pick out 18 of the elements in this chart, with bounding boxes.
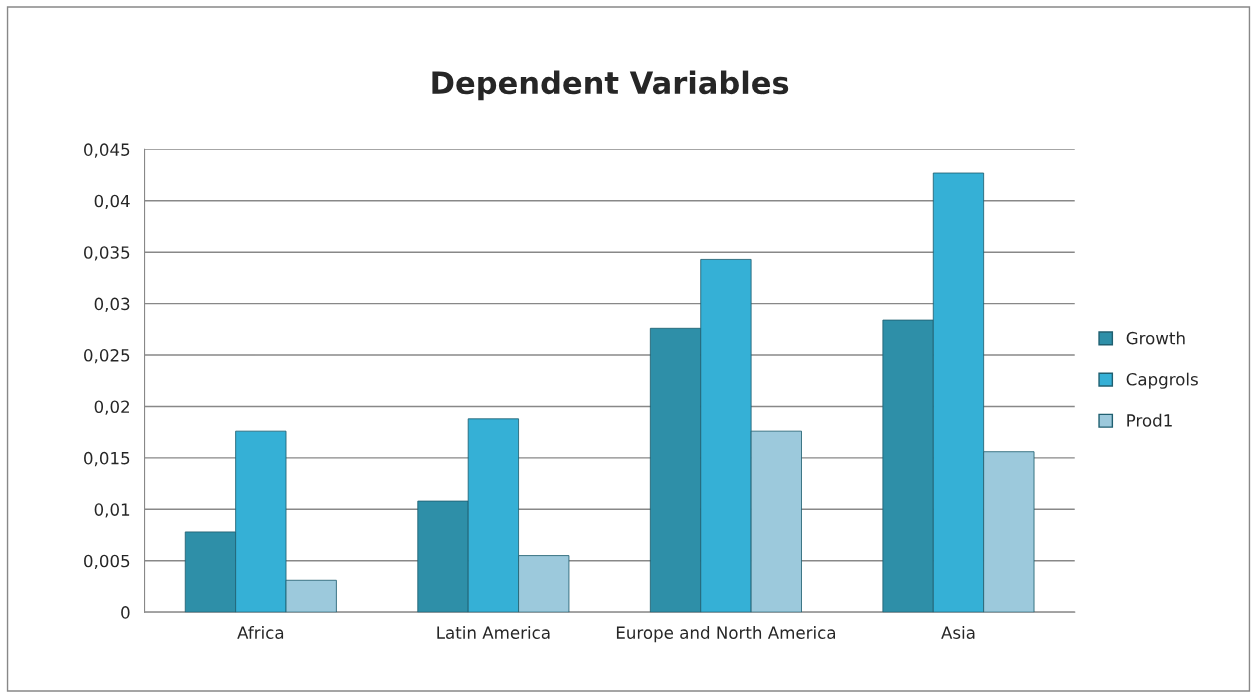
legend-label: Prod1 — [1127, 413, 1172, 427]
y-tick-label: 0,045 — [84, 143, 130, 158]
y-tick-label: 0,035 — [84, 246, 130, 261]
x-tick-label: Africa — [237, 626, 284, 639]
chart-title: Dependent Variables — [432, 70, 789, 101]
y-tick-label: 0,01 — [94, 503, 130, 518]
legend-label: Growth — [1126, 331, 1185, 345]
legend-label: Capgrols — [1126, 372, 1198, 389]
y-tick-label: 0,02 — [94, 400, 129, 415]
x-tick-label: Latin America — [437, 626, 550, 639]
y-tick-label: 0 — [121, 606, 130, 619]
y-tick-label: 0,005 — [84, 554, 130, 569]
x-tick-label: Asia — [941, 626, 975, 639]
y-tick-label: 0,015 — [84, 451, 130, 467]
y-tick-label: 0,025 — [84, 349, 130, 364]
y-tick-label: 0,04 — [94, 194, 130, 210]
y-tick-label: 0,03 — [94, 297, 130, 312]
x-tick-label: Europe and North America — [616, 626, 836, 643]
